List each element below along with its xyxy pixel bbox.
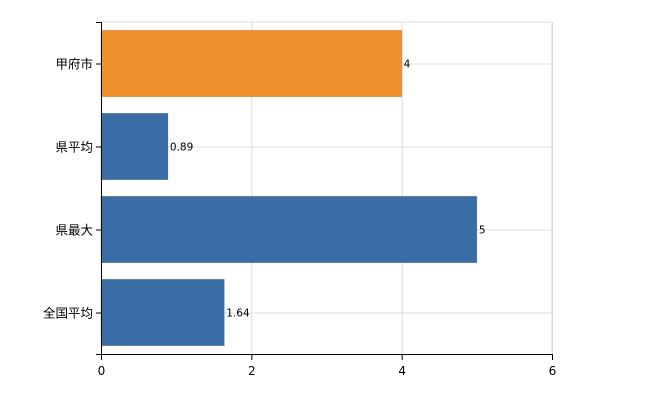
bars	[100, 29, 478, 347]
category-label-0: 甲府市	[55, 57, 93, 72]
x-tick-label-0: 0	[98, 364, 106, 378]
data-label-0: 4	[404, 59, 411, 71]
data-label-1: 0.89	[170, 142, 193, 154]
bar-3	[100, 278, 225, 347]
data-label-2: 5	[479, 225, 486, 237]
x-tick-label-1: 2	[248, 364, 256, 378]
axes	[96, 22, 553, 360]
category-label-3: 全国平均	[43, 306, 93, 321]
x-tick-label-3: 6	[549, 364, 557, 378]
labels: 4 甲府市 0.89 県平均 5 県最大 1.64 全国平均 0 2 4 6	[43, 57, 556, 379]
bar-2	[100, 195, 478, 264]
category-label-1: 県平均	[55, 140, 93, 155]
x-tick-label-2: 4	[398, 364, 406, 378]
bar-1	[100, 112, 169, 181]
bar-0	[100, 29, 403, 98]
data-label-3: 1.64	[226, 308, 250, 320]
category-label-2: 県最大	[55, 223, 93, 238]
